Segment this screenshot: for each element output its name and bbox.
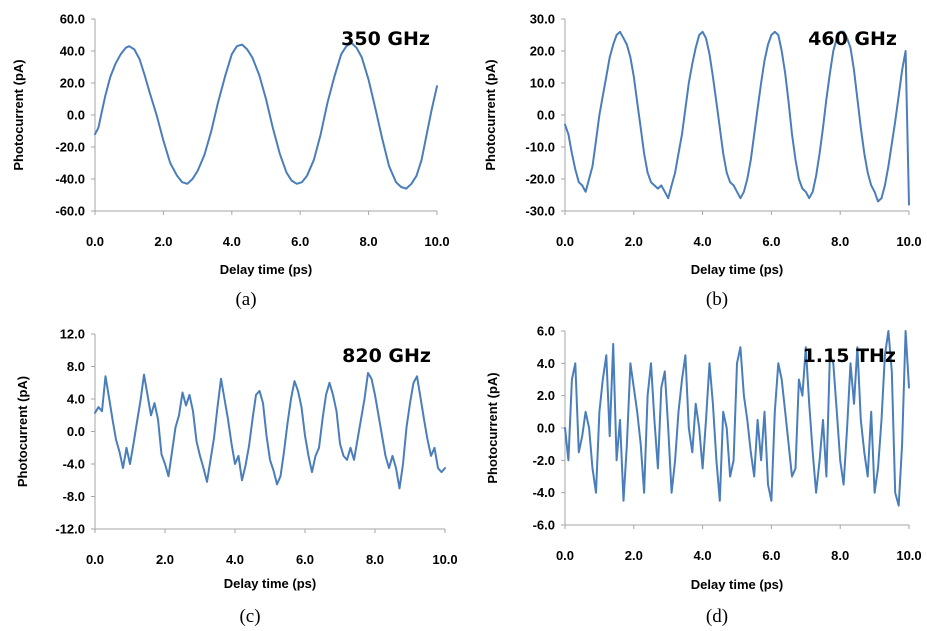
y-tick-label: 10.0 <box>530 76 555 91</box>
y-tick-label: 0.0 <box>67 108 85 123</box>
y-tick-label: -30.0 <box>525 204 555 219</box>
x-tick-label: 2.0 <box>154 234 172 249</box>
x-tick-label: 10.0 <box>896 548 921 563</box>
y-axis-label: Photocurrent (pA) <box>485 372 500 483</box>
series-line <box>94 42 438 190</box>
y-tick-label: 0.0 <box>67 424 85 439</box>
x-tick-label: 10.0 <box>424 234 449 249</box>
x-axis-label: Delay time (ps) <box>220 262 312 277</box>
x-tick-label: 0.0 <box>86 234 104 249</box>
frequency-annotation: 460 GHz <box>808 28 897 50</box>
y-tick-label: 4.0 <box>67 392 85 407</box>
series-line <box>94 372 446 490</box>
frequency-annotation: 1.15 THz <box>803 345 896 367</box>
panel-caption: (a) <box>235 289 256 310</box>
frequency-annotation: 350 GHz <box>341 28 430 50</box>
y-tick-label: 6.0 <box>537 324 555 339</box>
y-tick-label: 12.0 <box>60 327 85 342</box>
y-tick-label: -4.0 <box>63 457 85 472</box>
y-tick-label: -2.0 <box>533 453 555 468</box>
x-tick-label: 8.0 <box>366 552 384 567</box>
x-tick-label: 2.0 <box>156 552 174 567</box>
x-tick-label: 10.0 <box>896 234 921 249</box>
x-tick-label: 8.0 <box>831 548 849 563</box>
y-axis-label: Photocurrent (pA) <box>483 59 498 170</box>
y-tick-label: -10.0 <box>525 140 555 155</box>
x-tick-label: 0.0 <box>556 234 574 249</box>
y-tick-label: 0.0 <box>537 421 555 436</box>
y-tick-label: 2.0 <box>537 388 555 403</box>
series-line <box>564 30 910 206</box>
x-tick-label: 8.0 <box>360 234 378 249</box>
series-line <box>564 330 910 507</box>
x-tick-label: 4.0 <box>223 234 241 249</box>
y-tick-label: 20.0 <box>530 44 555 59</box>
y-tick-label: 60.0 <box>60 12 85 27</box>
chart-panel-a: 60.040.020.00.0-20.0-40.0-60.00.0 2.0 4.0 6… <box>11 12 450 311</box>
x-tick-label: 6.0 <box>296 552 314 567</box>
x-tick-label: 4.0 <box>694 548 712 563</box>
x-axis-label: Delay time (ps) <box>224 576 316 591</box>
y-tick-label: 40.0 <box>60 44 85 59</box>
y-tick-label: 30.0 <box>530 12 555 27</box>
x-tick-label: 10.0 <box>432 552 457 567</box>
y-tick-label: 4.0 <box>537 356 555 371</box>
x-tick-label: 0.0 <box>556 548 574 563</box>
x-tick-label: 2.0 <box>625 234 643 249</box>
y-axis-label: Photocurrent (pA) <box>15 376 30 487</box>
y-tick-label: 20.0 <box>60 76 85 91</box>
panel-caption: (d) <box>706 606 728 627</box>
y-tick-label: -20.0 <box>525 172 555 187</box>
frequency-annotation: 820 GHz <box>342 345 431 367</box>
x-tick-label: 0.0 <box>86 552 104 567</box>
x-tick-label: 4.0 <box>694 234 712 249</box>
y-tick-label: -40.0 <box>55 172 85 187</box>
x-axis-label: Delay time (ps) <box>691 577 783 592</box>
x-tick-label: 8.0 <box>831 234 849 249</box>
x-tick-label: 6.0 <box>762 548 780 563</box>
panel-caption: (b) <box>706 289 728 310</box>
y-axis-label: Photocurrent (pA) <box>11 59 26 170</box>
panel-caption: (c) <box>239 606 260 627</box>
x-tick-label: 6.0 <box>762 234 780 249</box>
x-tick-label: 4.0 <box>226 552 244 567</box>
y-tick-label: -12.0 <box>55 522 85 537</box>
chart-panel-d: 6.04.02.00.0-2.0-4.0-6.00.0 2.0 4.0 6.0 8.0 1… <box>485 324 922 628</box>
y-tick-label: -4.0 <box>533 485 555 500</box>
y-tick-label: 8.0 <box>67 359 85 374</box>
x-tick-label: 6.0 <box>291 234 309 249</box>
x-axis-label: Delay time (ps) <box>691 262 783 277</box>
y-tick-label: 0.0 <box>537 108 555 123</box>
y-tick-label: -8.0 <box>63 489 85 504</box>
y-tick-label: -20.0 <box>55 140 85 155</box>
x-tick-label: 2.0 <box>625 548 643 563</box>
y-tick-label: -60.0 <box>55 204 85 219</box>
chart-panel-c: 12.08.04.00.0-4.0-8.0-12.00.0 2.0 4.0 6.0 8.… <box>15 327 458 628</box>
y-tick-label: -6.0 <box>533 518 555 533</box>
chart-panel-b: 30.020.010.00.0-10.0-20.0-30.00.0 2.0 4.0 6… <box>483 12 922 311</box>
